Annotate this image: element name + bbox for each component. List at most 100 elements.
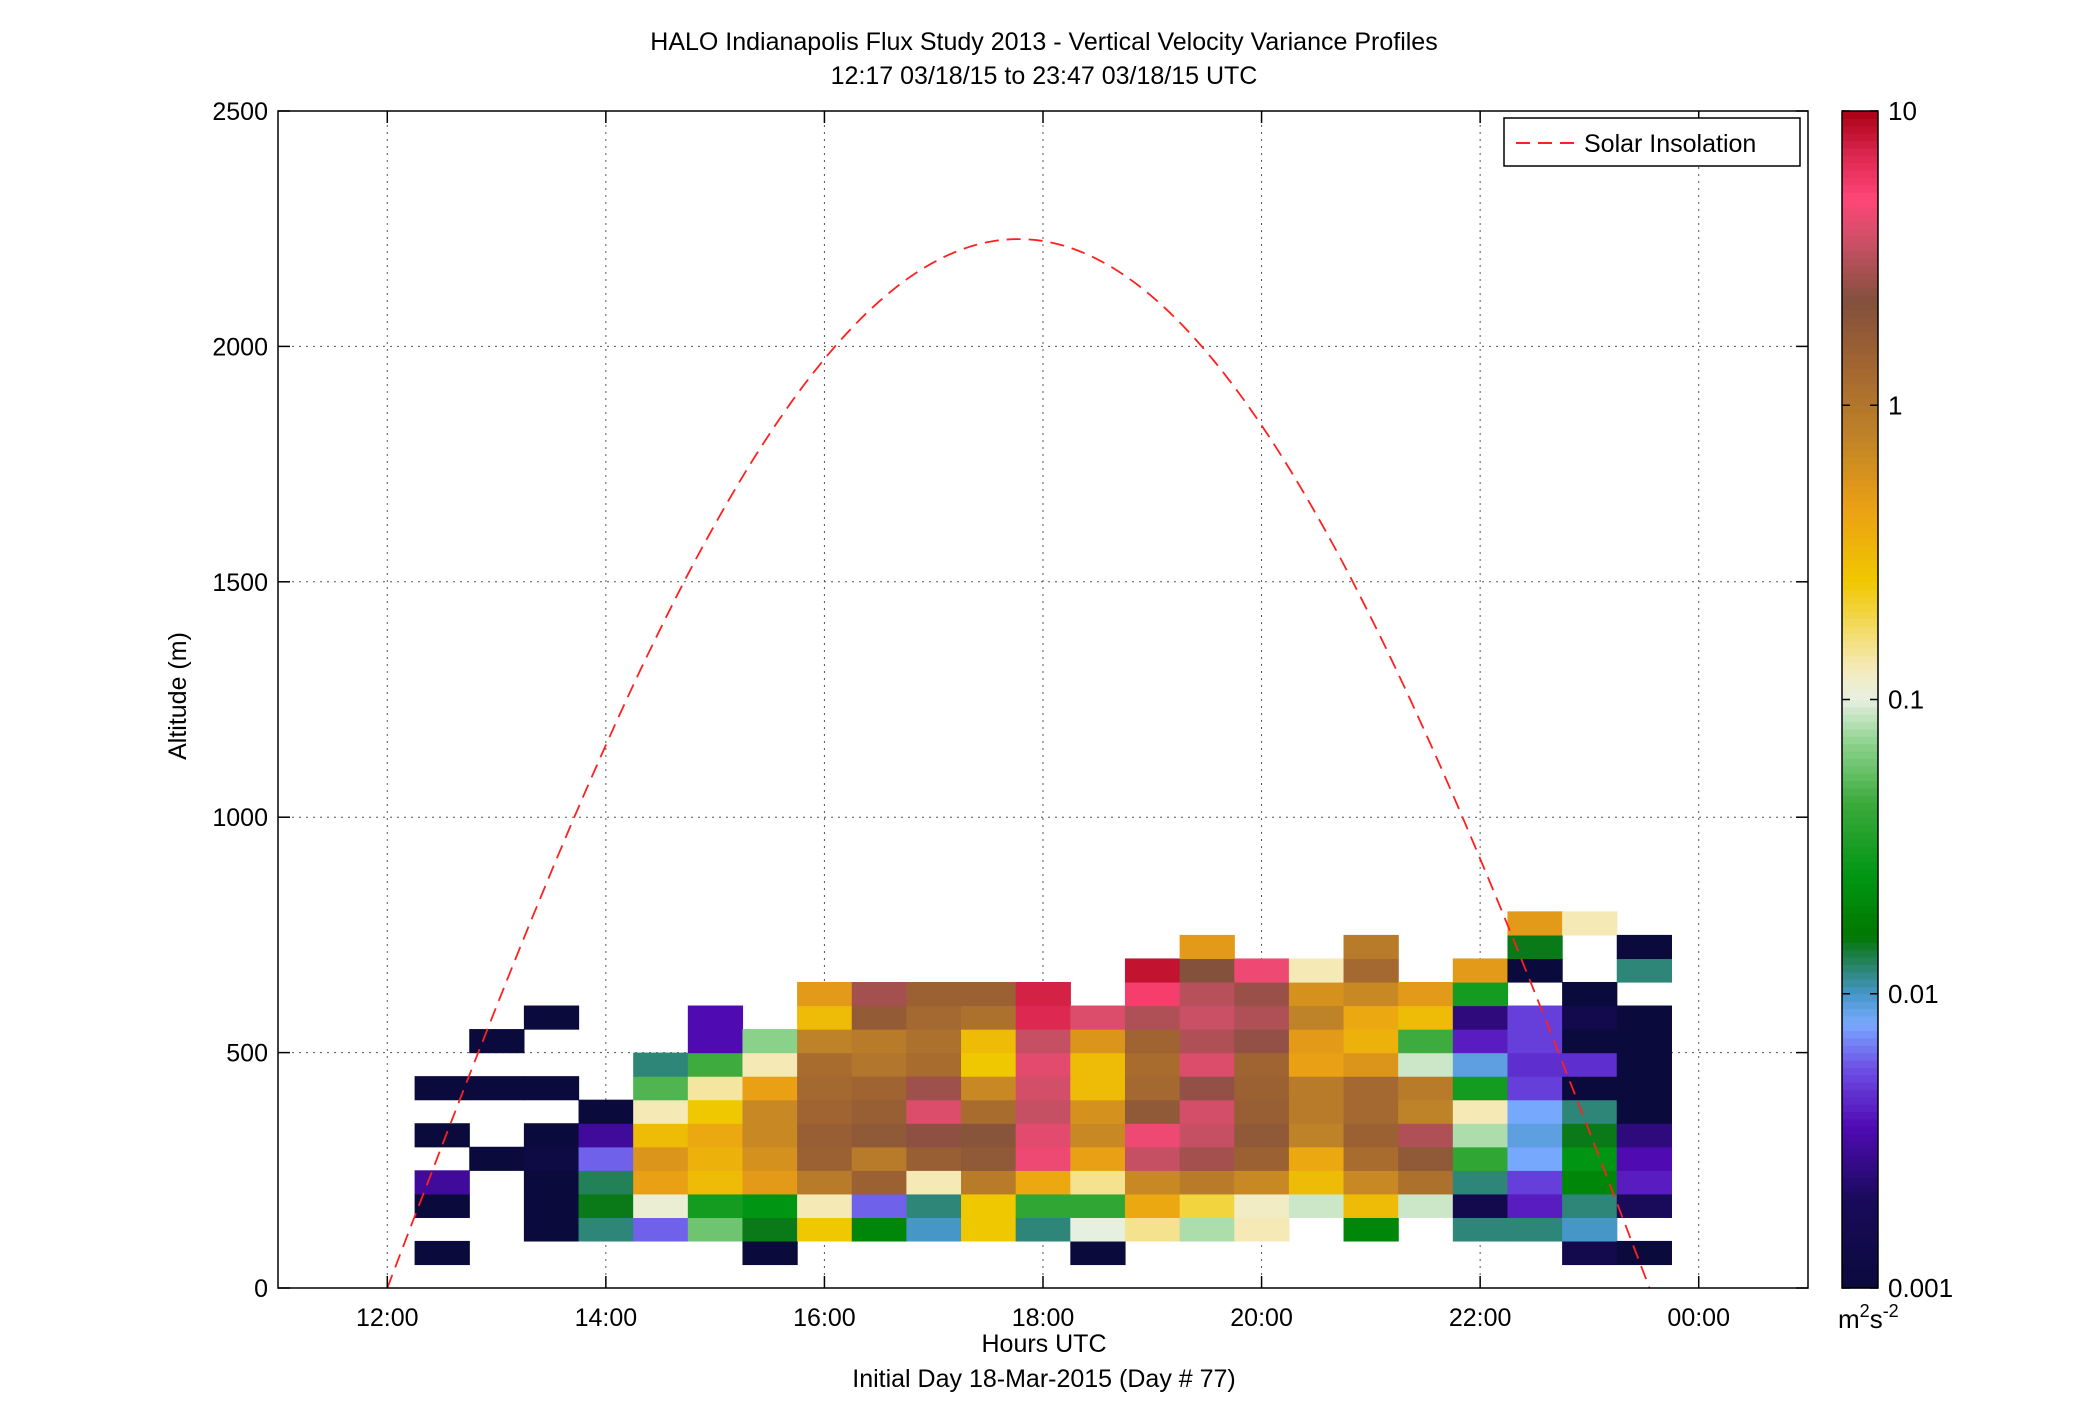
- heatmap-cell: [1124, 1170, 1181, 1195]
- heatmap-cell: [906, 981, 962, 1007]
- colorbar-segment: [1842, 530, 1878, 539]
- heatmap-cell: [1179, 1099, 1235, 1124]
- heatmap-cell: [742, 1217, 798, 1242]
- colorbar-segment: [1842, 1214, 1878, 1223]
- colorbar-segment: [1842, 736, 1878, 745]
- heatmap-cell: [578, 1099, 634, 1124]
- colorbar-segment: [1842, 118, 1878, 127]
- heatmap-cell: [1124, 1052, 1181, 1077]
- heatmap-cell: [1562, 1005, 1618, 1030]
- heatmap-cell: [1234, 1029, 1290, 1054]
- heatmap-cell: [1343, 1123, 1399, 1148]
- heatmap-cell: [1124, 1217, 1181, 1242]
- colorbar-tick-label: 0.001: [1888, 1273, 1953, 1303]
- heatmap-cell: [1179, 1217, 1235, 1242]
- heatmap-cell: [414, 1240, 470, 1266]
- heatmap-cell: [1070, 1052, 1126, 1077]
- colorbar-segment: [1842, 537, 1878, 546]
- colorbar-segment: [1842, 795, 1878, 804]
- heatmap-cell: [906, 1029, 962, 1054]
- colorbar-segment: [1842, 964, 1878, 973]
- heatmap-cell: [1288, 1193, 1345, 1218]
- colorbar-segment: [1842, 971, 1878, 980]
- colorbar-segment: [1842, 831, 1878, 840]
- heatmap-cell: [469, 1029, 525, 1054]
- heatmap-cell: [961, 1146, 1017, 1171]
- colorbar-segment: [1842, 302, 1878, 311]
- colorbar-segment: [1842, 478, 1878, 487]
- heatmap-cell: [1562, 1052, 1618, 1077]
- colorbar-segment: [1842, 464, 1878, 473]
- heatmap-cell: [1179, 1146, 1235, 1171]
- heatmap-cell: [851, 1123, 907, 1148]
- heatmap-cell: [1179, 934, 1235, 960]
- heatmap-cell: [687, 1029, 744, 1054]
- colorbar-segment: [1842, 405, 1878, 414]
- colorbar-segment: [1842, 390, 1878, 399]
- colorbar-segment: [1842, 589, 1878, 598]
- colorbar-segment: [1842, 765, 1878, 774]
- heatmap-cell: [1398, 981, 1454, 1007]
- heatmap-cell: [1179, 958, 1235, 983]
- heatmap-cell: [1343, 1076, 1399, 1101]
- colorbar-segment: [1842, 817, 1878, 826]
- heatmap-cell: [1616, 1076, 1672, 1101]
- heatmap-cell: [1507, 958, 1563, 983]
- colorbar-segment: [1842, 1059, 1878, 1068]
- heatmap-cell: [1452, 1170, 1509, 1195]
- heatmap-cell: [742, 1099, 798, 1124]
- heatmap-cell: [1507, 1146, 1563, 1171]
- heatmap-cell: [1288, 1170, 1345, 1195]
- heatmap-cell: [633, 1193, 689, 1218]
- heatmap-cell: [1343, 1029, 1399, 1054]
- heatmap-cell: [1452, 981, 1509, 1007]
- colorbar-segment: [1842, 956, 1878, 965]
- heatmap-cell: [1398, 1170, 1454, 1195]
- heatmap-cell: [633, 1076, 689, 1101]
- colorbar-segment: [1842, 934, 1878, 943]
- heatmap-cell: [687, 1076, 744, 1101]
- colorbar-segment: [1842, 471, 1878, 480]
- heatmap-cell: [1398, 1099, 1454, 1124]
- heatmap-cell: [797, 1193, 853, 1218]
- colorbar-segment: [1842, 1243, 1878, 1252]
- heatmap-cell: [1124, 1123, 1181, 1148]
- colorbar-segment: [1842, 191, 1878, 200]
- colorbar-segment: [1842, 331, 1878, 340]
- colorbar-segment: [1842, 280, 1878, 289]
- heatmap-cell: [906, 1052, 962, 1077]
- colorbar-segment: [1842, 927, 1878, 936]
- colorbar-unit-mid: s: [1870, 1304, 1883, 1334]
- heatmap-cell: [961, 981, 1017, 1007]
- colorbar-segment: [1842, 1265, 1878, 1274]
- heatmap-cell: [1179, 1076, 1235, 1101]
- colorbar-segment: [1842, 213, 1878, 222]
- colorbar-segment: [1842, 1170, 1878, 1179]
- heatmap-cell: [851, 1099, 907, 1124]
- heatmap-cell: [1452, 1005, 1509, 1030]
- colorbar-segment: [1842, 375, 1878, 384]
- heatmap-cell: [1343, 1052, 1399, 1077]
- heatmap-cell: [961, 1005, 1017, 1030]
- heatmap-cell: [1288, 958, 1345, 983]
- heatmap-cell: [961, 1193, 1017, 1218]
- heatmap-cell: [1452, 1123, 1509, 1148]
- colorbar-tick-label: 0.1: [1888, 685, 1924, 715]
- colorbar-segment: [1842, 611, 1878, 620]
- colorbar-segment: [1842, 883, 1878, 892]
- heatmap-cell: [1507, 1170, 1563, 1195]
- colorbar-segment: [1842, 1030, 1878, 1039]
- heatmap-cell: [414, 1193, 470, 1218]
- heatmap-cell: [851, 1029, 907, 1054]
- colorbar-segment: [1842, 1001, 1878, 1010]
- heatmap-cell: [1452, 1217, 1509, 1242]
- colorbar-segment: [1842, 236, 1878, 245]
- y-axis-label: Altitude (m): [164, 632, 192, 760]
- heatmap-cell: [1452, 1099, 1509, 1124]
- x-axis-sublabel: Initial Day 18-Mar-2015 (Day # 77): [852, 1365, 1236, 1393]
- heatmap-cell: [1234, 1052, 1290, 1077]
- heatmap-cell: [851, 1076, 907, 1101]
- colorbar-segment: [1842, 1229, 1878, 1238]
- colorbar-segment: [1842, 692, 1878, 701]
- colorbar-segment: [1842, 169, 1878, 178]
